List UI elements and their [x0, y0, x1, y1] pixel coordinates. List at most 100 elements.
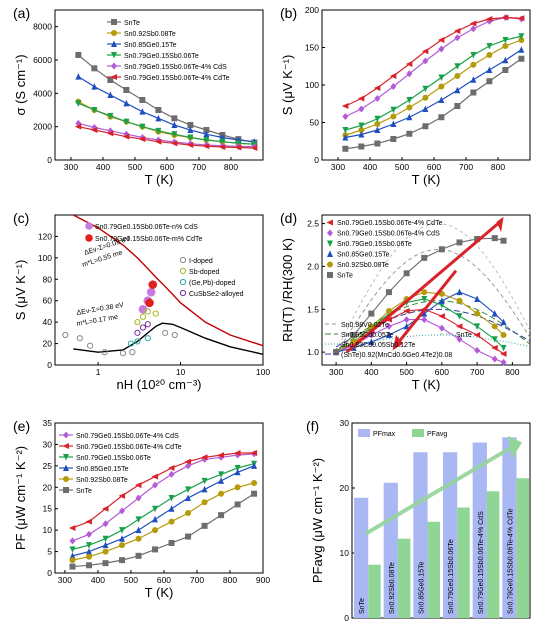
- data-point: [454, 86, 461, 94]
- category-label: Sn0.92Sb0.08Te: [389, 562, 396, 614]
- bar-pfavg: [457, 507, 470, 618]
- y-axis-label: S (μV K⁻¹): [280, 55, 295, 116]
- data-point: [470, 25, 477, 33]
- data-point: [171, 121, 178, 128]
- panel-d: 300 400 500 600 700 800 1.0 1.5 2.0 2.5 Sn0.79Ge0.…: [280, 210, 531, 392]
- data-point: [86, 542, 93, 549]
- data-point: [456, 313, 463, 320]
- data-point: [102, 560, 109, 567]
- x-tick-label: 500: [128, 162, 142, 172]
- data-point: [342, 134, 349, 141]
- legend-entry: Sn0.83Cd0.05Sb0.12Te: [341, 342, 415, 349]
- legend-entry: SnTe: [456, 332, 472, 339]
- y-tick-label: 50: [310, 118, 320, 128]
- data-point: [168, 518, 175, 525]
- data-point: [90, 127, 98, 133]
- legend-marker: [179, 289, 187, 297]
- y-tick-label: 30: [340, 418, 350, 428]
- y-axis-label: RH(T) /RH(300 K): [280, 238, 295, 342]
- data-point: [422, 105, 429, 112]
- data-point: [251, 490, 258, 497]
- reference-curve: [335, 223, 531, 351]
- y-tick-label: 60: [43, 296, 53, 306]
- data-point: [185, 533, 192, 540]
- data-point: [168, 465, 175, 471]
- data-point: [485, 16, 493, 22]
- category-label: Sn0.79Ge0.15Sb0.06Te-4% CdS: [478, 511, 485, 614]
- data-point: [500, 237, 507, 244]
- x-tick-label: 400: [364, 367, 378, 377]
- data-point: [406, 130, 413, 137]
- legend-entry: Sn0.79Ge0.15Sb0.06Te-4% CdS: [76, 433, 179, 440]
- plot-frame: [321, 214, 531, 366]
- x-tick-label: 800: [491, 162, 505, 172]
- bar-pfavg: [397, 538, 411, 618]
- data-point: [218, 477, 225, 484]
- data-point: [185, 510, 192, 516]
- bar-pfavg: [427, 521, 441, 618]
- data-point: [203, 130, 210, 138]
- data-point: [373, 85, 381, 91]
- data-point: [421, 48, 429, 55]
- x-tick-label: 300: [64, 162, 78, 172]
- data-point: [470, 89, 477, 96]
- legend-entry: I-doped: [189, 258, 213, 265]
- data-point: [145, 298, 154, 308]
- x-tick-label: 400: [363, 162, 377, 172]
- legend-entry: (SnTe)0.92(MnCd0.6Ge0.4Te2)0.08: [341, 352, 452, 359]
- data-point: [152, 481, 159, 489]
- legend-entry: (Ge,Pb)-doped: [189, 280, 235, 287]
- legend-entry: CuSbSe2-alloyed: [189, 291, 244, 298]
- data-point: [350, 332, 357, 338]
- data-point: [139, 108, 146, 115]
- x-tick-label: 800: [223, 575, 237, 585]
- data-point: [518, 33, 525, 40]
- data-point: [456, 297, 463, 304]
- y-tick-label: 0: [314, 155, 319, 165]
- data-point: [342, 127, 349, 134]
- data-point: [234, 465, 241, 472]
- data-point: [438, 74, 445, 81]
- data-point: [217, 452, 225, 459]
- data-point: [405, 61, 413, 67]
- data-point: [171, 115, 178, 122]
- trend-arrow: [345, 220, 502, 354]
- data-point: [501, 14, 509, 21]
- x-tick-label: 600: [427, 162, 441, 172]
- data-point: [123, 99, 130, 107]
- x-tick-label: 800: [505, 367, 519, 377]
- data-point: [454, 34, 461, 42]
- data-point: [518, 55, 525, 62]
- data-point: [422, 85, 429, 93]
- data-point: [491, 336, 498, 343]
- data-point: [134, 319, 141, 326]
- legend-marker: [179, 278, 187, 286]
- data-point: [491, 235, 498, 242]
- y-tick-label: 10: [340, 548, 350, 558]
- legend-entry: Sn0.79Ge0.15Sb0.06Te-4% CdS: [337, 231, 440, 238]
- y-tick-label: 20: [43, 482, 53, 492]
- data-point: [102, 520, 109, 528]
- data-point: [185, 494, 192, 501]
- data-point: [358, 105, 365, 113]
- data-point: [389, 73, 397, 79]
- series-line: [345, 35, 522, 131]
- data-point: [390, 83, 397, 90]
- legend-entry: Sn0.79Ge0.15Sb0.06Te: [124, 53, 199, 60]
- data-point: [62, 331, 69, 339]
- data-point: [403, 270, 410, 277]
- x-tick-label: 700: [470, 367, 484, 377]
- legend-entry: Sn0.79Ge0.15Sb0.06Te: [337, 241, 412, 248]
- legend-marker: [110, 74, 117, 80]
- data-point: [358, 143, 365, 150]
- data-point: [218, 144, 226, 150]
- data-point: [385, 308, 392, 314]
- data-point: [69, 546, 76, 553]
- data-point: [187, 122, 194, 128]
- series-line: [72, 493, 255, 568]
- panel-label: (a): [13, 5, 30, 21]
- data-point: [218, 512, 225, 519]
- legend-entry: Sn0.85Ge0.15Te: [124, 42, 177, 49]
- data-point: [438, 246, 445, 253]
- panel-label: (b): [280, 5, 297, 21]
